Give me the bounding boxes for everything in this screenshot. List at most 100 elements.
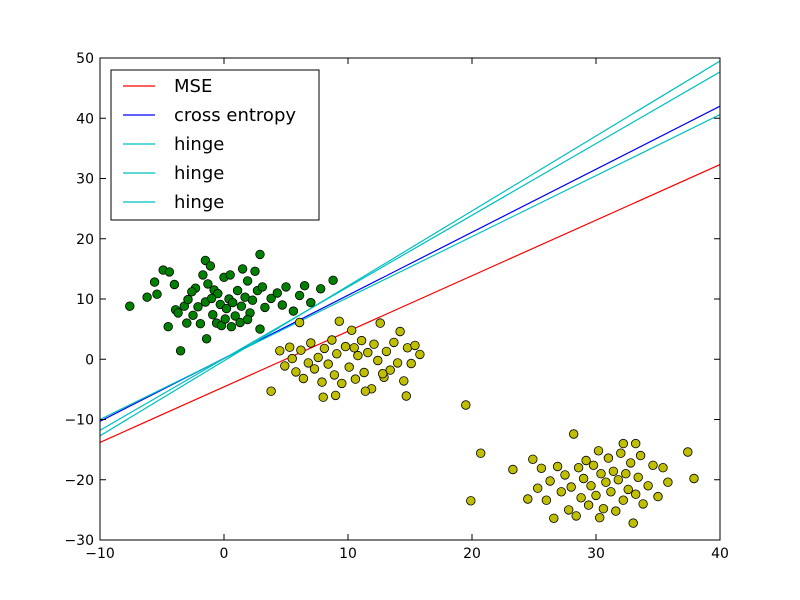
axis-ticks (99, 57, 721, 541)
scatter-point-1-16 (193, 302, 203, 312)
scatter-point-1-47 (255, 324, 265, 334)
scatter-point-2-40 (406, 358, 416, 369)
scatter-point-2-90 (628, 518, 638, 528)
scatter-point-2-87 (621, 469, 631, 479)
legend-label-1: cross entropy (174, 105, 296, 126)
scatter-point-1-13 (183, 294, 193, 305)
scatter-point-2-59 (545, 476, 555, 486)
scatter-point-2-27 (363, 347, 373, 358)
scatter-point-2-43 (360, 386, 371, 396)
scatter-point-2-51 (466, 496, 476, 506)
scatter-point-1-18 (198, 270, 208, 280)
scatter-point-2-100 (683, 447, 693, 457)
line-hinge-3 (100, 60, 720, 437)
legend-label-2: hinge (174, 134, 224, 155)
scatter-point-2-67 (571, 511, 581, 521)
scatter-point-2-12 (317, 377, 327, 387)
scatter-point-2-3 (285, 342, 295, 352)
scatter-point-1-45 (250, 266, 260, 277)
scatter-point-1-6 (164, 267, 175, 277)
scatter-point-2-99 (663, 477, 673, 487)
scatter-point-2-101 (689, 473, 699, 484)
scatter-point-2-33 (381, 346, 392, 357)
scatter-point-1-31 (220, 314, 230, 324)
scatter-point-1-56 (294, 290, 305, 301)
scatter-point-1-14 (188, 310, 198, 321)
scatter-point-2-23 (350, 374, 361, 384)
x-tick-label: 40 (711, 546, 729, 562)
scatter-point-2-11 (313, 352, 323, 363)
scatter-point-1-44 (247, 295, 258, 305)
y-tick-label: 0 (85, 352, 94, 368)
scatter-point-2-45 (318, 392, 328, 402)
scatter-point-2-41 (410, 340, 420, 351)
scatter-point-1-10 (175, 346, 186, 356)
scatter-point-2-85 (616, 448, 626, 458)
scatter-point-2-61 (552, 461, 563, 472)
line-hinge-4 (100, 114, 720, 421)
scatter-point-2-54 (523, 494, 533, 504)
scatter-point-2-10 (309, 364, 320, 374)
loss-lines (100, 60, 720, 443)
y-tick-label: −20 (64, 473, 94, 489)
scatter-point-1-48 (255, 249, 265, 260)
y-tick-label: 40 (76, 111, 94, 127)
scatter-point-2-63 (560, 470, 570, 480)
scatter-point-2-91 (631, 489, 641, 499)
legend: MSE cross entropy hinge hinge hinge (110, 69, 320, 221)
scatter-point-2-68 (573, 463, 584, 473)
scatter-point-2-73 (586, 481, 596, 491)
scatter-point-2-93 (635, 450, 646, 461)
scatter-point-2-52 (476, 448, 486, 458)
scatter-point-1-51 (266, 293, 276, 304)
scatter-point-2-30 (373, 355, 383, 366)
scatter-point-1-36 (230, 311, 240, 321)
scatter-point-1-49 (257, 282, 268, 292)
scatter-point-1-58 (306, 297, 316, 308)
scatter-point-2-47 (349, 343, 359, 353)
scatter-point-1-1 (142, 292, 152, 302)
scatter-point-2-69 (576, 493, 586, 503)
scatter-point-2-34 (385, 365, 395, 375)
legend-label-3: hinge (174, 163, 224, 184)
scatter-point-2-18 (334, 316, 345, 327)
legend-label-0: MSE (174, 76, 212, 97)
scatter-point-1-32 (221, 303, 232, 314)
scatter-point-2-6 (296, 345, 306, 355)
scatter-point-2-0 (266, 386, 276, 396)
scatter-point-2-15 (327, 335, 337, 345)
scatter-point-2-66 (569, 429, 579, 439)
scatter-point-2-29 (369, 339, 379, 349)
scatter-point-2-35 (389, 337, 399, 348)
scatter-point-2-75 (591, 490, 601, 501)
scatter-point-2-4 (287, 353, 297, 364)
x-tick-label: 20 (463, 546, 481, 562)
x-tick-label: 0 (220, 546, 229, 562)
scatter-point-2-36 (392, 358, 403, 368)
scatter-point-1-57 (299, 281, 310, 291)
scatter-points (125, 249, 699, 528)
scatter-point-2-97 (653, 491, 663, 502)
scatter-point-2-53 (508, 464, 518, 475)
y-tick-label: −10 (64, 413, 94, 429)
scatter-point-2-95 (643, 481, 653, 491)
scatter-point-1-12 (182, 318, 192, 328)
scatter-point-2-24 (353, 350, 363, 361)
scatter-point-2-84 (613, 475, 624, 485)
x-tick-label: 10 (339, 546, 357, 562)
scatter-point-2-64 (564, 505, 574, 515)
scatter-point-2-58 (541, 495, 552, 505)
scatter-point-1-63 (242, 314, 253, 325)
scatter-point-2-98 (658, 463, 668, 473)
x-tick-label: −10 (85, 546, 115, 562)
scatter-point-1-2 (149, 277, 160, 287)
scatter-point-2-31 (375, 318, 385, 328)
scatter-point-2-49 (294, 317, 305, 328)
scatter-point-1-5 (163, 322, 173, 332)
x-tick-labels: −10 0 10 20 30 40 (85, 546, 729, 562)
scatter-point-1-3 (152, 289, 162, 299)
scatter-point-2-9 (306, 338, 316, 348)
scatter-point-2-25 (356, 335, 367, 346)
scatter-point-2-94 (638, 499, 648, 509)
